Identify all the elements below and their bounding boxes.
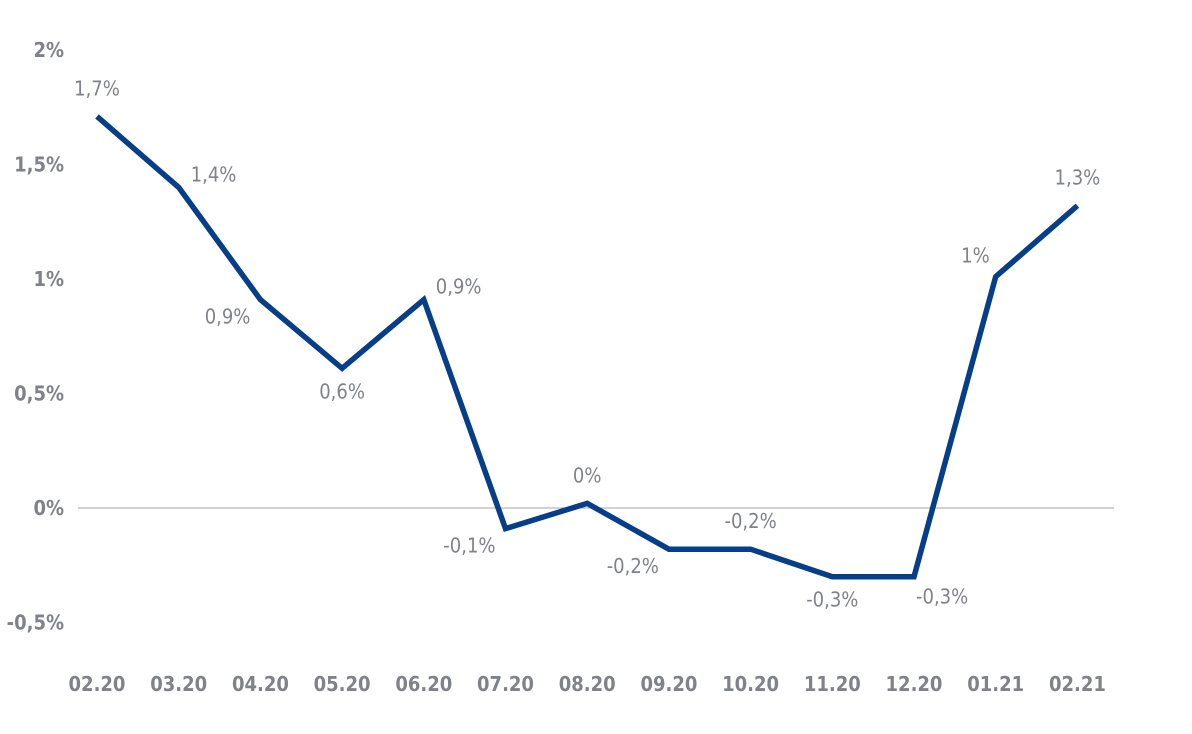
y-tick-label: 0% (33, 496, 64, 520)
data-label: -0,3% (916, 585, 968, 609)
data-label: 0,9% (205, 305, 251, 329)
x-tick-label: 12.20 (886, 672, 943, 696)
data-label: -0,2% (607, 554, 659, 578)
y-tick-label: 2% (33, 38, 64, 62)
data-label: 0,6% (319, 379, 365, 403)
y-tick-label: 1,5% (14, 153, 64, 177)
x-tick-label: 07.20 (477, 672, 534, 696)
x-tick-label: 02.20 (69, 672, 126, 696)
x-tick-label: 06.20 (395, 672, 452, 696)
y-tick-label: 0,5% (14, 382, 64, 406)
x-tick-label: 04.20 (232, 672, 289, 696)
x-axis: 02.20 03.20 04.20 05.20 06.20 07.20 08.20 09.20… (69, 672, 1106, 696)
data-labels: 1,7% 1,4% 0,9% 0,6% 0,9% -0,1% 0% -0,2% -0,2% -0,… (74, 76, 1100, 611)
data-label: -0,1% (443, 534, 495, 558)
data-label: 0,9% (436, 275, 482, 299)
series-line (95, 114, 1080, 580)
x-tick-label: 03.20 (150, 672, 207, 696)
y-tick-label: -0,5% (7, 611, 64, 635)
x-tick-label: 01.21 (967, 672, 1024, 696)
data-label: 1,7% (74, 76, 120, 100)
x-tick-label: 10.20 (722, 672, 779, 696)
data-label: 1% (961, 244, 990, 268)
x-tick-label: 02.21 (1049, 672, 1106, 696)
data-label: -0,3% (806, 588, 858, 612)
y-tick-label: 1% (33, 267, 64, 291)
data-label: 0% (573, 463, 602, 487)
x-tick-label: 08.20 (559, 672, 616, 696)
x-tick-label: 05.20 (314, 672, 371, 696)
x-tick-label: 09.20 (640, 672, 697, 696)
data-label: 1,4% (191, 162, 237, 186)
data-label: 1,3% (1055, 166, 1101, 190)
x-tick-label: 11.20 (804, 672, 861, 696)
data-label: -0,2% (724, 509, 776, 533)
y-axis: 2% 1,5% 1% 0,5% 0% -0,5% (7, 38, 64, 635)
